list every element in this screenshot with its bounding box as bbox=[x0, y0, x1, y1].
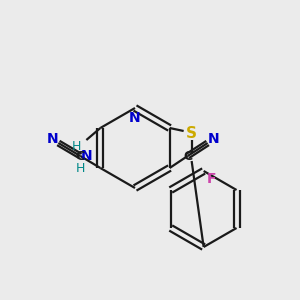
Text: C: C bbox=[76, 149, 85, 163]
Text: H: H bbox=[72, 140, 81, 152]
Text: N: N bbox=[129, 111, 141, 125]
Text: N: N bbox=[80, 149, 92, 163]
Text: N: N bbox=[208, 132, 220, 146]
Text: H: H bbox=[76, 161, 85, 175]
Text: F: F bbox=[207, 172, 216, 186]
Text: C: C bbox=[183, 149, 192, 163]
Text: S: S bbox=[186, 125, 197, 140]
Text: N: N bbox=[46, 132, 58, 146]
